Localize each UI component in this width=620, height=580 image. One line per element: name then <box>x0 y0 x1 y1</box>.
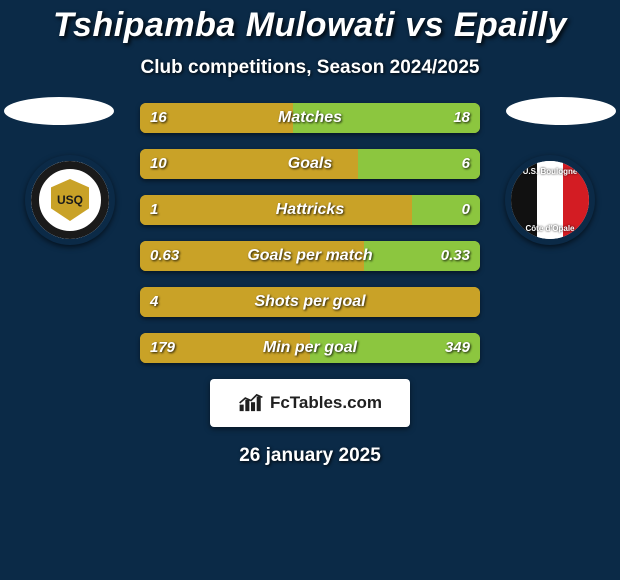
page-subtitle: Club competitions, Season 2024/2025 <box>0 57 620 79</box>
attribution-label: FcTables.com <box>270 393 382 413</box>
stat-label: Min per goal <box>140 333 480 363</box>
comparison-stage: USQ U.S. BoulogneCôte d'Opale 16Matches1… <box>0 103 620 363</box>
stat-row: 16Matches18 <box>140 103 480 133</box>
stat-row: 10Goals6 <box>140 149 480 179</box>
stat-bars: 16Matches18 10Goals6 1Hattricks0 0.63Goals … <box>140 103 480 363</box>
page-title: Tshipamba Mulowati vs Epailly <box>0 6 620 45</box>
right-ellipse <box>506 97 616 125</box>
date-label: 26 january 2025 <box>0 445 620 467</box>
stat-label: Goals <box>140 149 480 179</box>
stat-row: 0.63Goals per match0.33 <box>140 241 480 271</box>
left-ellipse <box>4 97 114 125</box>
stat-row: 4Shots per goal <box>140 287 480 317</box>
stat-row: 1Hattricks0 <box>140 195 480 225</box>
stat-right-value: 0 <box>462 195 470 225</box>
stat-label: Goals per match <box>140 241 480 271</box>
right-team-badge: U.S. BoulogneCôte d'Opale <box>505 155 595 245</box>
stat-right-value: 0.33 <box>441 241 470 271</box>
stat-right-value: 18 <box>453 103 470 133</box>
attribution-badge: FcTables.com <box>210 379 410 427</box>
chart-icon <box>238 393 264 413</box>
stat-label: Matches <box>140 103 480 133</box>
stat-right-value: 6 <box>462 149 470 179</box>
stat-right-value: 349 <box>445 333 470 363</box>
stat-label: Hattricks <box>140 195 480 225</box>
stat-label: Shots per goal <box>140 287 480 317</box>
left-team-badge: USQ <box>25 155 115 245</box>
stat-row: 179Min per goal349 <box>140 333 480 363</box>
